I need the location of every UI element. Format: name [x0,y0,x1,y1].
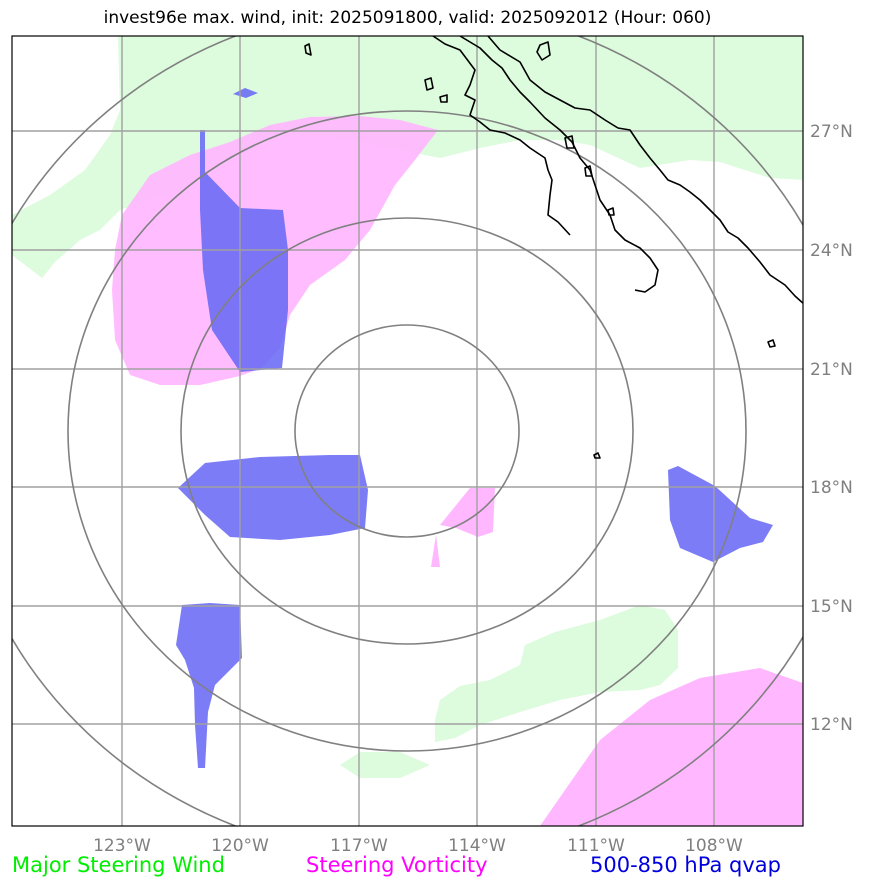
range-rings [12,36,803,826]
coastline-island-8 [593,452,601,459]
map-frame [11,35,804,827]
gridlines [12,36,803,826]
legend-steering-vorticity: Steering Vorticity [306,853,488,877]
qvap-area-southwest [176,603,242,768]
steering-wind-layer [12,36,803,778]
lat-tick-label: 27°N [810,122,853,142]
lon-tick-label: 114°W [448,836,506,856]
steering-wind-area-small [340,752,430,778]
range-ring-2 [180,217,634,645]
lon-tick-label: 108°W [685,836,743,856]
lat-tick-labels: 27°N 24°N 21°N 18°N 15°N 12°N [810,122,853,735]
steering-vorticity-area-southeast [540,668,803,826]
qvap-area-small [233,88,258,98]
range-ring-1 [294,324,520,538]
coastlines [304,36,803,459]
coastline-island-4 [439,94,448,103]
coastline-island-5 [564,135,575,149]
lat-tick-label: 18°N [810,478,853,498]
lon-tick-label: 117°W [330,836,388,856]
coastline-island-9 [584,165,593,177]
lat-tick-label: 24°N [810,241,853,261]
legend-steering-wind: Major Steering Wind [12,853,225,877]
coastline-island-1 [536,41,551,61]
map-title: invest96e max. wind, init: 2025091800, v… [103,8,712,28]
qvap-area-north [200,130,288,372]
qvap-area-east [668,466,773,562]
lon-tick-label: 120°W [211,836,269,856]
lat-tick-label: 21°N [810,360,853,380]
coastline-baja-west [432,36,571,236]
lon-tick-label: 111°W [567,836,625,856]
lat-tick-label: 12°N [810,715,853,735]
lon-tick-label: 123°W [93,836,151,856]
steering-vorticity-area-sliver [431,535,440,567]
coastline-island-3 [304,43,312,56]
coastline-island-6 [607,207,615,216]
coastline-mainland [487,36,803,305]
steering-vorticity-area-center [440,488,495,537]
range-ring-3 [67,110,747,752]
legend-qvap: 500-850 hPa qvap [590,853,781,877]
steering-wind-area-north [12,36,803,278]
steering-wind-area-south [435,605,678,742]
lat-tick-label: 15°N [810,597,853,617]
qvap-layer [176,88,773,768]
coastline-island-7 [767,339,776,348]
lon-tick-labels: 123°W 120°W 117°W 114°W 111°W 108°W [93,836,743,856]
qvap-area-center [178,455,368,540]
coastline-island-2 [424,77,434,91]
